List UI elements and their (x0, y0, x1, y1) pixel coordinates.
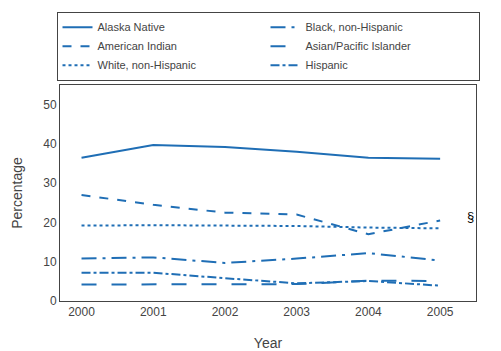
svg-text:10: 10 (43, 255, 57, 269)
svg-text:American Indian: American Indian (98, 40, 178, 52)
svg-text:Asian/Pacific Islander: Asian/Pacific Islander (306, 40, 411, 52)
svg-text:2003: 2003 (283, 305, 310, 319)
svg-text:2001: 2001 (140, 305, 167, 319)
svg-text:0: 0 (50, 294, 57, 308)
svg-text:§: § (467, 209, 474, 224)
svg-text:Black, non-Hispanic: Black, non-Hispanic (306, 21, 404, 33)
svg-text:Alaska Native: Alaska Native (98, 21, 165, 33)
svg-text:2000: 2000 (68, 305, 95, 319)
svg-text:2005: 2005 (427, 305, 454, 319)
svg-text:Hispanic: Hispanic (306, 59, 349, 71)
svg-text:50: 50 (43, 98, 57, 112)
svg-text:40: 40 (43, 137, 57, 151)
svg-text:30: 30 (43, 176, 57, 190)
svg-text:Percentage: Percentage (9, 157, 25, 229)
svg-text:2002: 2002 (212, 305, 239, 319)
svg-text:Year: Year (254, 335, 283, 351)
svg-text:White, non-Hispanic: White, non-Hispanic (98, 59, 197, 71)
svg-text:2004: 2004 (355, 305, 382, 319)
svg-text:20: 20 (43, 216, 57, 230)
